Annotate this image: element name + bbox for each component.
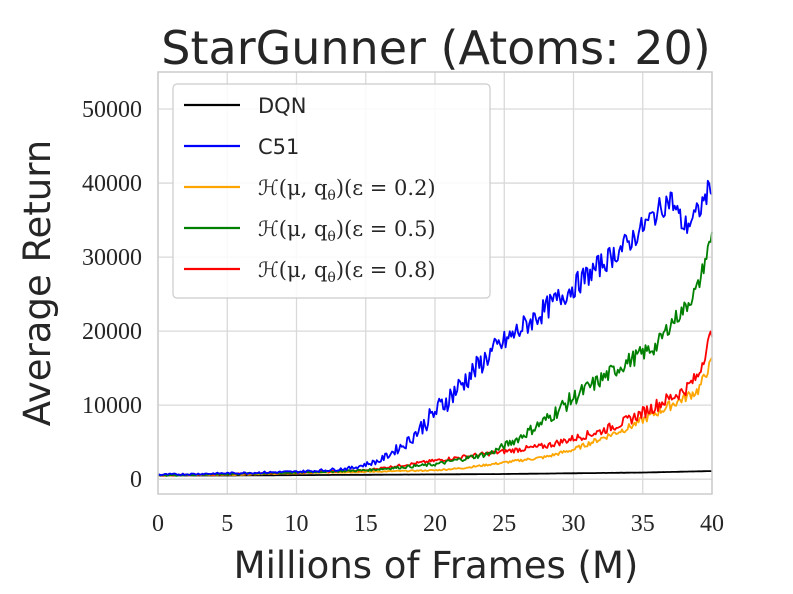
x-tick-label: 25: [492, 511, 516, 537]
y-tick-label: 40000: [82, 171, 142, 197]
x-tick-label: 0: [152, 511, 164, 537]
series-layer: [157, 179, 713, 477]
x-tick-label: 40: [700, 511, 724, 537]
y-tick-labels: 0 10000 20000 30000 40000 50000: [82, 97, 142, 493]
x-tick-label: 35: [631, 511, 655, 537]
y-tick-label: 20000: [82, 319, 142, 345]
x-axis-label: Millions of Frames (M): [234, 544, 639, 587]
legend-label: ℋ(μ, qθ)(ε = 0.8): [258, 258, 436, 286]
legend-box: [172, 83, 491, 299]
y-tick-label: 50000: [82, 97, 142, 123]
y-tick-label: 0: [130, 467, 142, 493]
y-axis-label: Average Return: [16, 140, 59, 426]
x-tick-label: 10: [285, 511, 309, 537]
x-tick-label: 15: [354, 511, 378, 537]
chart-title: StarGunner (Atoms: 20): [161, 21, 710, 75]
y-tick-label: 30000: [82, 245, 142, 271]
y-tick-label: 10000: [82, 393, 142, 419]
x-tick-label: 30: [562, 511, 586, 537]
legend-label: ℋ(μ, qθ)(ε = 0.5): [258, 217, 436, 245]
x-tick-label: 5: [221, 511, 233, 537]
legend-label: C51: [258, 135, 299, 159]
legend: DQN C51 ℋ(μ, qθ)(ε = 0.2) ℋ(μ, qθ)(ε = 0.5)…: [172, 83, 491, 299]
legend-label: DQN: [258, 94, 306, 118]
series-line: [157, 356, 713, 477]
plot-frame: [157, 71, 713, 495]
x-tick-label: 20: [423, 511, 447, 537]
series-line: [157, 179, 713, 477]
x-tick-labels: 0 5 10 15 20 25 30 35 40: [152, 511, 724, 537]
legend-label: ℋ(μ, qθ)(ε = 0.2): [258, 176, 436, 204]
